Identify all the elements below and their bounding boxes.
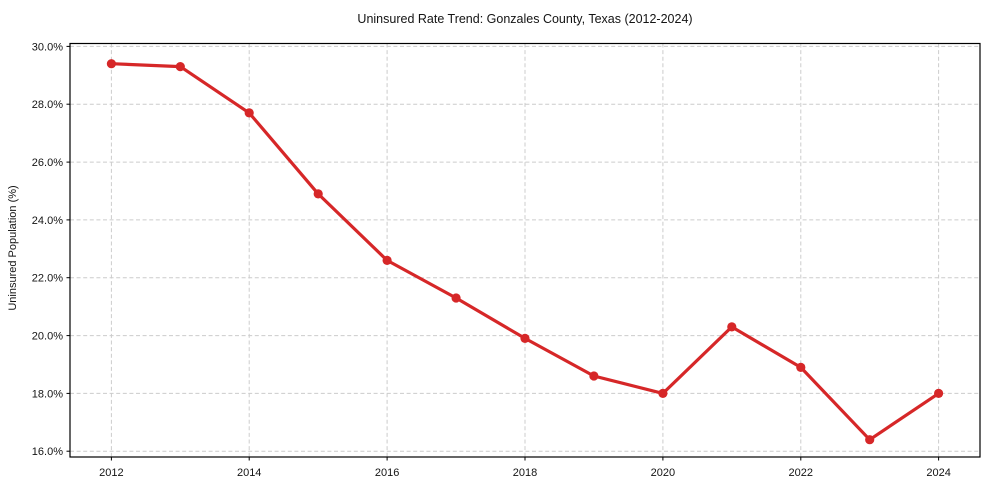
data-point-2021 — [727, 322, 737, 332]
x-tick-label: 2024 — [926, 467, 950, 479]
y-tick-label: 26.0% — [32, 157, 63, 169]
y-tick-label: 16.0% — [32, 446, 63, 458]
data-point-2016 — [382, 255, 392, 265]
plot-area: 2012 2014 2016 2018 2020 2022 2024 16.0% 18.0% 20… — [32, 41, 981, 479]
data-point-2012 — [106, 59, 116, 69]
data-point-2015 — [313, 189, 323, 199]
x-tick-label: 2022 — [789, 467, 813, 479]
y-tick-label: 22.0% — [32, 273, 63, 285]
y-axis-label: Uninsured Population (%) — [7, 185, 19, 310]
data-point-2018 — [520, 333, 530, 343]
data-point-2014 — [244, 108, 254, 118]
data-point-2024 — [934, 388, 944, 398]
x-tick-label: 2016 — [375, 467, 399, 479]
data-point-2023 — [865, 435, 875, 445]
y-tick-label: 24.0% — [32, 215, 63, 227]
y-tick-label: 28.0% — [32, 99, 63, 111]
x-tick-label: 2014 — [237, 467, 261, 479]
data-point-2019 — [589, 371, 599, 381]
data-point-2013 — [175, 62, 185, 72]
chart-title: Uninsured Rate Trend: Gonzales County, T… — [357, 12, 692, 26]
y-tick-label: 20.0% — [32, 331, 63, 343]
data-point-2017 — [451, 293, 461, 303]
x-tick-label: 2018 — [513, 467, 537, 479]
data-point-2022 — [796, 362, 806, 372]
data-point-2020 — [658, 388, 668, 398]
x-tick-label: 2020 — [651, 467, 675, 479]
y-tick-label: 18.0% — [32, 388, 63, 400]
y-tick-label: 30.0% — [32, 41, 63, 53]
x-tick-label: 2012 — [99, 467, 123, 479]
